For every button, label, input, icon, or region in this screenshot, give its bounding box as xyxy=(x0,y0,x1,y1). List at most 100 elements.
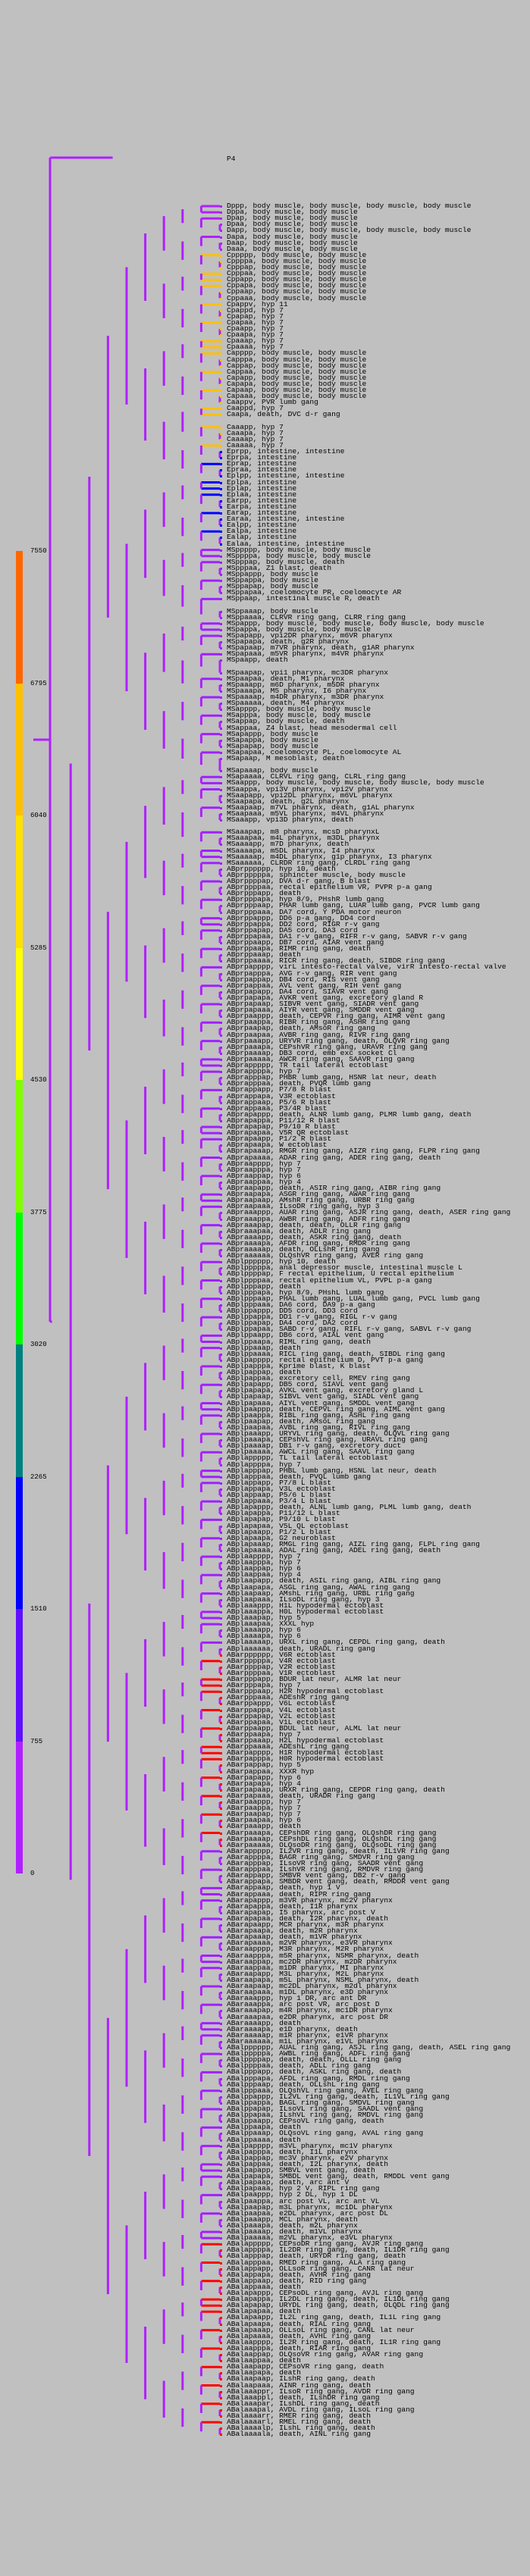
leaf-color-marker xyxy=(220,2089,222,2092)
leaf-color-marker xyxy=(220,1917,222,1920)
leaf-color-marker xyxy=(220,893,222,896)
leaf-label: Eplpa, intestine xyxy=(220,478,296,486)
leaf-color-marker xyxy=(220,770,222,773)
leaf-color-marker xyxy=(220,960,222,963)
leaf-color-marker xyxy=(220,1230,222,1233)
leaf-color-marker xyxy=(220,2059,222,2062)
leaf-color-marker xyxy=(220,2329,222,2332)
leaf-color-marker xyxy=(220,1169,222,1172)
leaf-label: ABalppapap, ILsoVL ring gang, SAADL vent… xyxy=(220,2105,423,2112)
leaf-color-marker xyxy=(220,684,222,687)
leaf-label: Caaaaa, hyp 7 xyxy=(220,442,284,449)
leaf-color-marker xyxy=(220,358,222,362)
leaf-label: ABplpaaapa, CEPshVL ring gang, URAVL rin… xyxy=(220,1436,428,1443)
legend-tick-label: 2265 xyxy=(30,1473,47,1481)
leaf-label: MSaapaaa, m5VL pharynx, m4VL pharynx xyxy=(220,810,384,817)
leaf-color-marker xyxy=(220,929,222,932)
leaf-label: ABprpappap, DB4 cord, RIS vent gang xyxy=(220,975,380,983)
leaf-color-marker xyxy=(220,881,222,883)
leaf-color-marker xyxy=(220,831,222,834)
leaf-label: Cppaap, body muscle, body muscle xyxy=(220,288,366,296)
leaf-color-marker xyxy=(220,463,222,466)
leaf-color-marker xyxy=(220,2354,222,2356)
leaf-label: ABarpapppp, H1R hypodermal ectoblast xyxy=(220,1749,384,1757)
leaf-label: Dpap, body muscle, body muscle xyxy=(220,214,358,222)
leaf-color-marker xyxy=(220,1175,222,1178)
leaf-color-marker xyxy=(220,260,222,263)
leaf-label: ABplpppppa, anal depressor muscle, intes… xyxy=(220,1264,463,1272)
leaf-color-marker xyxy=(220,1390,222,1393)
leaf-color-marker xyxy=(220,1058,222,1061)
leaf-label: MSapappa, body muscle xyxy=(220,736,318,743)
leaf-color-marker xyxy=(220,1808,222,1811)
leaf-color-marker xyxy=(220,1850,222,1853)
leaf-color-marker xyxy=(220,1992,222,1995)
leaf-label: ABpraapapa, ASGR ring gang, AWAR ring ga… xyxy=(220,1191,410,1197)
leaf-label: ABalaaapar, ILshDL ring gang, death xyxy=(220,2399,380,2407)
leaf-label: ABprapppaa, death, PVQR lumb gang xyxy=(220,1080,371,1088)
leaf-label: ABarpappaa, XXXR hyp xyxy=(220,1767,314,1775)
leaf-color-marker xyxy=(220,451,222,453)
leaf-color-marker xyxy=(220,2212,222,2215)
leaf-label: ABplaaappa, H0L hypodermal ectoblast xyxy=(220,1608,384,1615)
leaf-color-marker xyxy=(220,1697,222,1700)
leaf-color-marker xyxy=(220,653,222,656)
leaf-color-marker xyxy=(220,1365,222,1368)
leaf-color-marker xyxy=(220,1144,222,1147)
leaf-label: ABaraaaaaa, m1L pharynx, e1VL pharynx xyxy=(220,2038,388,2045)
leaf-color-marker xyxy=(220,352,222,355)
legend-tick-label: 3020 xyxy=(30,1341,47,1348)
leaf-label: ABprpppaap, PHAR lumb gang, LUAR lumb ga… xyxy=(220,902,480,909)
leaf-label: ABprpapppp, virL intesto-rectal valve, v… xyxy=(220,963,506,971)
leaf-color-marker xyxy=(220,905,222,908)
leaf-color-marker xyxy=(220,2299,222,2302)
leaf-label: ABprappaaa, P3/4R blast xyxy=(220,1104,327,1112)
leaf-color-marker xyxy=(220,917,222,920)
leaf-label: ABplppaaap, death xyxy=(220,1344,301,1351)
leaf-label: MSpaaapa, M5 pharynx, I6 pharynx xyxy=(220,687,366,694)
legend-color-segment xyxy=(16,683,23,815)
leaf-color-marker xyxy=(220,1838,222,1841)
leaf-color-marker xyxy=(220,1887,222,1890)
leaf-color-marker xyxy=(220,1206,222,1209)
leaf-color-marker xyxy=(220,346,222,349)
leaf-label: Caaapp, hyp 7 xyxy=(220,423,284,430)
leaf-color-marker xyxy=(220,1022,222,1025)
leaf-label: Eplaa, intestine xyxy=(220,490,296,498)
leaf-label: ABalaappaa, death xyxy=(220,2357,301,2364)
leaf-color-marker xyxy=(220,1905,222,1908)
leaf-label: ABprppppaa, rectal epithelium VR, PVPR p… xyxy=(220,884,432,890)
leaf-color-marker xyxy=(220,1224,222,1227)
leaf-color-marker xyxy=(220,794,222,797)
leaf-color-marker xyxy=(220,641,222,644)
leaf-color-marker xyxy=(220,1439,222,1442)
leaf-color-marker xyxy=(220,2415,222,2418)
leaf-color-marker xyxy=(220,2402,222,2405)
leaf-label: ABplaapapp, death, ASIL ring gang, AIBL … xyxy=(220,1577,441,1585)
leaf-label: ABplaapapa, ASGL ring gang, AWAL ring ga… xyxy=(220,1583,410,1591)
leaf-color-marker xyxy=(220,1814,222,1817)
leaf-label: Capaap, body muscle, body muscle xyxy=(220,387,366,393)
leaf-color-marker xyxy=(220,340,222,343)
leaf-label: ABplaaapaa, XXXL hyp xyxy=(220,1620,314,1627)
leaf-label: ABplapapap, P9/10 L blast xyxy=(220,1516,336,1523)
leaf-label: ABpraapapp, death, ASIR ring gang, AIBR … xyxy=(220,1185,441,1191)
leaf-color-marker xyxy=(220,2139,222,2142)
leaf-color-marker xyxy=(220,2200,222,2203)
leaf-label: MSapaaap, body muscle xyxy=(220,767,318,775)
leaf-label: ABaraaappa, arc post VR, arc post D xyxy=(220,2001,380,2008)
leaf-label: ABplppaapa, RIML ring gang, death xyxy=(220,1338,371,1345)
leaf-label: ABalpappap, mc3V pharynx, e2V pharynx xyxy=(220,2154,388,2161)
leaf-label: ABaraapaaa, m1DL pharynx, e3D pharynx xyxy=(220,1989,388,1995)
leaf-label: ABplpapapa, AVKL vent gang, excretory gl… xyxy=(220,1387,423,1394)
leaf-color-marker xyxy=(220,1052,222,1055)
leaf-color-marker xyxy=(220,2145,222,2148)
leaf-label: ABarpaaaap, CEPshDL ring gang, OLQshDL r… xyxy=(220,1835,436,1842)
leaf-label: MSaaapp, vpi3D pharynx, death xyxy=(220,816,353,823)
leaf-label: ABplapppaa, death, PVQL lumb gang xyxy=(220,1473,371,1480)
leaf-color-marker xyxy=(220,727,222,730)
leaf-label: Cppapp, body muscle, body muscle xyxy=(220,276,366,283)
leaf-label: ABarppaapa, hyp 7 xyxy=(220,1731,301,1738)
leaf-label: ABplaappaa, hyp 4 xyxy=(220,1571,301,1579)
leaf-label: MSapppp, body muscle, body muscle xyxy=(220,706,371,713)
